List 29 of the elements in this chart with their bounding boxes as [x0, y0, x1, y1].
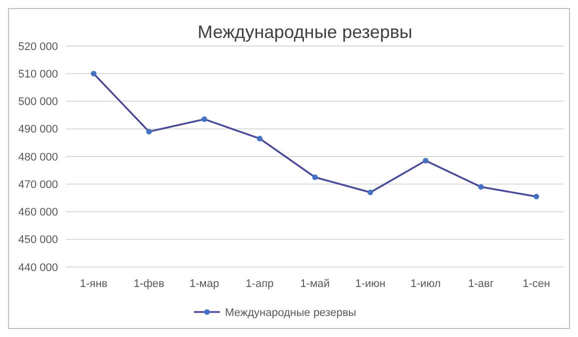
y-tick-label: 480 000 [18, 151, 58, 164]
y-tick-label: 470 000 [18, 178, 58, 191]
x-tick-label: 1-апр [246, 278, 274, 290]
y-tick-label: 500 000 [18, 96, 58, 108]
y-tick-label: 460 000 [18, 206, 58, 219]
legend-label: Международные резервы [225, 306, 356, 319]
chart-title: Международные резервы [198, 22, 412, 42]
point [368, 190, 374, 196]
point [422, 158, 428, 164]
x-tick-label: 1-июл [410, 278, 441, 290]
point [478, 184, 484, 190]
y-tick-label: 490 000 [18, 124, 58, 136]
y-tick-label: 440 000 [18, 262, 58, 274]
x-tick-label: 1-май [300, 278, 330, 290]
point [312, 174, 318, 180]
x-tick-label: 1-фев [134, 278, 165, 290]
x-tick-label: 1-июн [355, 278, 386, 290]
point [202, 116, 208, 122]
y-tick-label: 520 000 [18, 40, 58, 53]
x-tick-label: 1-мар [190, 278, 220, 290]
point [146, 128, 152, 134]
x-tick-label: 1-сен [522, 278, 550, 290]
point [534, 194, 540, 200]
x-tick-label: 1-янв [80, 278, 108, 290]
point [256, 136, 262, 142]
y-tick-label: 450 000 [18, 234, 58, 246]
x-tick-label: 1-авг [468, 278, 494, 290]
y-tick-label: 510 000 [18, 68, 58, 80]
point [90, 70, 96, 76]
